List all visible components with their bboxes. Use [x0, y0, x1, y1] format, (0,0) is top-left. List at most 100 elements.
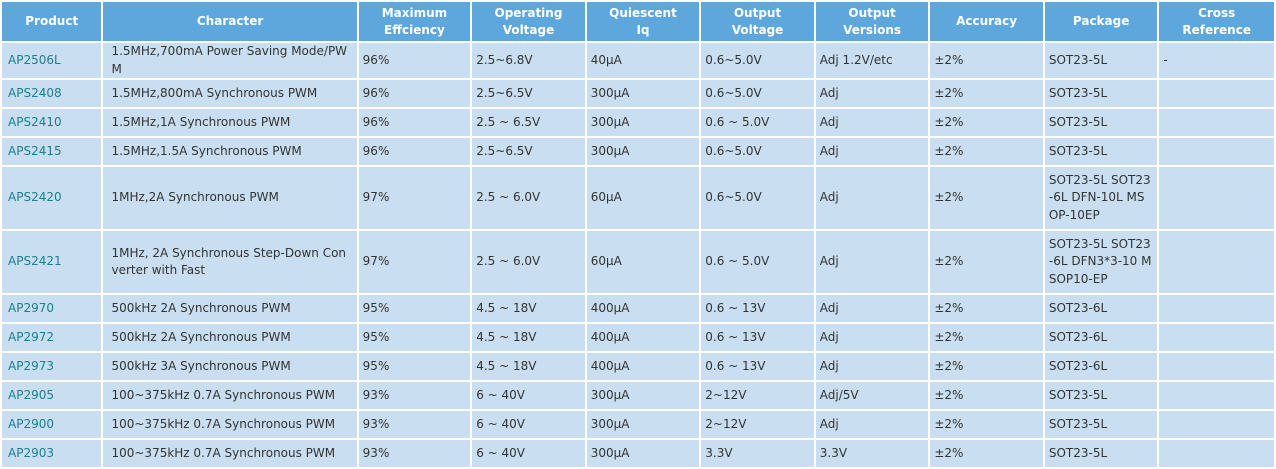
cross-reference-cell — [1159, 295, 1274, 322]
quiescent-iq-cell: 300μA — [586, 440, 700, 467]
table-row: AP2970 500kHz 2A Synchronous PWM 95% 4.5… — [2, 295, 1274, 322]
header-cross-reference: Cross Reference — [1159, 2, 1274, 41]
max-efficiency-cell: 93% — [358, 411, 471, 438]
package-cell: SOT23-6L — [1044, 324, 1158, 351]
table-row: AP2905 100~375kHz 0.7A Synchronous PWM 9… — [2, 382, 1274, 409]
output-voltage-cell: 2~12V — [701, 411, 814, 438]
accuracy-cell: ±2% — [930, 43, 1043, 78]
output-voltage-cell: 0.6 ~ 13V — [701, 353, 814, 380]
output-voltage-cell: 0.6 ~ 5.0V — [701, 109, 814, 136]
header-max-efficiency: Maximum Effciency — [358, 2, 471, 41]
header-output-versions: Output Versions — [815, 2, 929, 41]
table-row: APS2408 1.5MHz,800mA Synchronous PWM 96%… — [2, 80, 1274, 107]
cross-reference-cell — [1159, 382, 1274, 409]
header-product: Product — [2, 2, 102, 41]
accuracy-cell: ±2% — [930, 295, 1043, 322]
output-versions-cell: 3.3V — [815, 440, 929, 467]
header-character: Character — [103, 2, 357, 41]
max-efficiency-cell: 95% — [358, 295, 471, 322]
package-cell: SOT23-6L — [1044, 295, 1158, 322]
cross-reference-cell — [1159, 109, 1274, 136]
max-efficiency-cell: 93% — [358, 440, 471, 467]
quiescent-iq-cell: 60μA — [586, 231, 700, 293]
character-cell: 500kHz 2A Synchronous PWM — [103, 295, 357, 322]
header-operating-voltage: Operating Voltage — [472, 2, 585, 41]
table-row: APS2415 1.5MHz,1.5A Synchronous PWM 96% … — [2, 138, 1274, 165]
max-efficiency-cell: 97% — [358, 167, 471, 229]
quiescent-iq-cell: 300μA — [586, 80, 700, 107]
cross-reference-cell — [1159, 231, 1274, 293]
output-versions-cell: Adj — [815, 353, 929, 380]
product-link[interactable]: APS2420 — [2, 167, 102, 229]
operating-voltage-cell: 2.5~6.8V — [472, 43, 585, 78]
max-efficiency-cell: 96% — [358, 43, 471, 78]
max-efficiency-cell: 96% — [358, 109, 471, 136]
package-cell: SOT23-6L — [1044, 353, 1158, 380]
package-cell: SOT23-5L — [1044, 382, 1158, 409]
max-efficiency-cell: 93% — [358, 382, 471, 409]
operating-voltage-cell: 2.5 ~ 6.0V — [472, 231, 585, 293]
cross-reference-cell — [1159, 324, 1274, 351]
product-link[interactable]: AP2900 — [2, 411, 102, 438]
quiescent-iq-cell: 300μA — [586, 138, 700, 165]
character-cell: 1.5MHz,1.5A Synchronous PWM — [103, 138, 357, 165]
max-efficiency-cell: 97% — [358, 231, 471, 293]
table-row: AP2972 500kHz 2A Synchronous PWM 95% 4.5… — [2, 324, 1274, 351]
cross-reference-cell — [1159, 440, 1274, 467]
operating-voltage-cell: 4.5 ~ 18V — [472, 324, 585, 351]
table-body: AP2506L 1.5MHz,700mA Power Saving Mode/P… — [2, 43, 1274, 467]
product-link[interactable]: APS2421 — [2, 231, 102, 293]
character-cell: 1.5MHz,1A Synchronous PWM — [103, 109, 357, 136]
table-row: APS2421 1MHz, 2A Synchronous Step-Down C… — [2, 231, 1274, 293]
package-cell: SOT23-5L — [1044, 80, 1158, 107]
accuracy-cell: ±2% — [930, 382, 1043, 409]
output-versions-cell: Adj — [815, 109, 929, 136]
product-link[interactable]: AP2905 — [2, 382, 102, 409]
operating-voltage-cell: 4.5 ~ 18V — [472, 295, 585, 322]
package-cell: SOT23-5L — [1044, 43, 1158, 78]
output-voltage-cell: 2~12V — [701, 382, 814, 409]
accuracy-cell: ±2% — [930, 231, 1043, 293]
character-cell: 1MHz, 2A Synchronous Step-Down Converter… — [103, 231, 357, 293]
output-versions-cell: Adj — [815, 138, 929, 165]
operating-voltage-cell: 2.5 ~ 6.5V — [472, 109, 585, 136]
output-voltage-cell: 0.6~5.0V — [701, 167, 814, 229]
quiescent-iq-cell: 400μA — [586, 324, 700, 351]
output-voltage-cell: 0.6 ~ 13V — [701, 295, 814, 322]
output-versions-cell: Adj — [815, 80, 929, 107]
header-quiescent-iq: Quiescent Iq — [586, 2, 700, 41]
product-link[interactable]: AP2506L — [2, 43, 102, 78]
quiescent-iq-cell: 40μA — [586, 43, 700, 78]
character-cell: 100~375kHz 0.7A Synchronous PWM — [103, 382, 357, 409]
quiescent-iq-cell: 300μA — [586, 382, 700, 409]
product-link[interactable]: APS2408 — [2, 80, 102, 107]
output-versions-cell: Adj — [815, 324, 929, 351]
product-link[interactable]: AP2970 — [2, 295, 102, 322]
output-voltage-cell: 3.3V — [701, 440, 814, 467]
operating-voltage-cell: 2.5 ~ 6.0V — [472, 167, 585, 229]
output-voltage-cell: 0.6 ~ 5.0V — [701, 231, 814, 293]
accuracy-cell: ±2% — [930, 353, 1043, 380]
product-link[interactable]: AP2903 — [2, 440, 102, 467]
operating-voltage-cell: 2.5~6.5V — [472, 138, 585, 165]
output-voltage-cell: 0.6 ~ 13V — [701, 324, 814, 351]
max-efficiency-cell: 96% — [358, 138, 471, 165]
product-link[interactable]: AP2972 — [2, 324, 102, 351]
character-cell: 1.5MHz,700mA Power Saving Mode/PWM — [103, 43, 357, 78]
output-versions-cell: Adj — [815, 167, 929, 229]
quiescent-iq-cell: 400μA — [586, 353, 700, 380]
header-accuracy: Accuracy — [930, 2, 1043, 41]
package-cell: SOT23-5L — [1044, 411, 1158, 438]
operating-voltage-cell: 2.5~6.5V — [472, 80, 585, 107]
header-output-voltage: Output Voltage — [701, 2, 814, 41]
product-link[interactable]: APS2415 — [2, 138, 102, 165]
product-link[interactable]: APS2410 — [2, 109, 102, 136]
package-cell: SOT23-5L — [1044, 109, 1158, 136]
output-voltage-cell: 0.6~5.0V — [701, 80, 814, 107]
product-link[interactable]: AP2973 — [2, 353, 102, 380]
output-versions-cell: Adj — [815, 295, 929, 322]
quiescent-iq-cell: 300μA — [586, 411, 700, 438]
accuracy-cell: ±2% — [930, 411, 1043, 438]
header-package: Package — [1044, 2, 1158, 41]
cross-reference-cell — [1159, 167, 1274, 229]
